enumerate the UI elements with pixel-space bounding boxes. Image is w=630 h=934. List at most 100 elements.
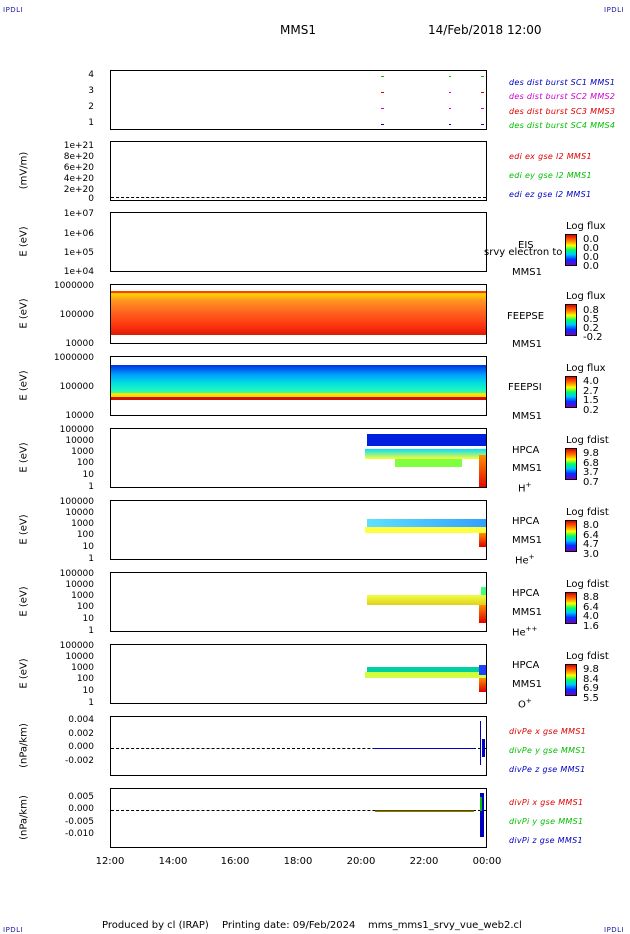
p2-legend-ex: edi ex gse l2 MMS1	[509, 152, 592, 161]
p4-cb-val: 0.2	[583, 323, 599, 334]
p6-species: H+	[518, 481, 532, 495]
p8-cb-title: Log fdist	[566, 579, 609, 590]
p6-sc: MMS1	[512, 463, 542, 474]
p3-cb-val: 0.0	[583, 261, 599, 272]
p3-cb-title: Log flux	[566, 221, 606, 232]
p1-ytick: 3	[88, 86, 94, 96]
p7-ytick: 10	[82, 542, 94, 552]
corner-label-br: IPDLI	[604, 926, 625, 934]
p6-ytick: 1	[88, 482, 94, 492]
p7-cb-val: 8.0	[583, 520, 599, 531]
p7-spectrogram-high	[367, 519, 486, 527]
p10-legend-x: divPe x gse MMS1	[509, 727, 587, 736]
p6-ylabel: E (eV)	[18, 442, 30, 473]
footer-printing-date: Printing date: 09/Feb/2024	[222, 920, 356, 931]
p10-legend-y: divPe y gse MMS1	[509, 746, 587, 755]
p9-spectrogram-core	[365, 672, 486, 678]
p9-cb-val: 5.5	[583, 693, 599, 704]
panel-hpca-he	[110, 500, 487, 560]
p11-ytick: -0.005	[64, 817, 94, 827]
p7-inst: HPCA	[512, 516, 540, 527]
p9-sc: MMS1	[512, 679, 542, 690]
p9-species: O+	[518, 697, 532, 711]
p9-ytick: 10	[82, 686, 94, 696]
p3-inst: EIS	[518, 240, 534, 251]
p5-cb-title: Log flux	[566, 363, 606, 374]
p2-ytick: 8e+20	[63, 152, 94, 162]
panel-eis	[110, 212, 487, 272]
p5-sc: MMS1	[512, 411, 542, 422]
panel-divpi	[110, 788, 487, 848]
p10-zero-line	[111, 748, 486, 749]
p5-cb-val: 2.7	[583, 386, 599, 397]
p3-ytick: 1e+04	[63, 267, 94, 277]
p6-colorbar	[565, 448, 577, 480]
p9-ytick: 100000	[59, 641, 94, 651]
p6-ytick: 10	[82, 470, 94, 480]
p9-ytick: 100	[76, 674, 94, 684]
p6-cb-val: 0.7	[583, 477, 599, 488]
p10-ytick: 0.002	[68, 729, 94, 739]
p5-colorbar	[565, 376, 577, 408]
p3-cb-val: 0.0	[583, 252, 599, 263]
p4-ytick: 10000	[65, 339, 94, 349]
p11-legend-y: divPi y gse MMS1	[509, 817, 584, 826]
p5-inst: FEEPSI	[508, 382, 542, 393]
panel-edi-e	[110, 141, 487, 201]
panel-hpca-o	[110, 644, 487, 704]
p8-ylabel: E (eV)	[18, 586, 30, 617]
p6-ytick: 10000	[65, 436, 94, 446]
p10-ytick: -0.002	[64, 756, 94, 766]
p6-spectrogram-high	[367, 434, 486, 446]
p6-cb-val: 3.7	[583, 467, 599, 478]
p1-ytick: 1	[88, 118, 94, 128]
p5-spectrogram	[111, 365, 486, 393]
p4-cb-val: 0.5	[583, 314, 599, 325]
p6-inst: HPCA	[512, 445, 540, 456]
p9-cb-title: Log fdist	[566, 651, 609, 662]
p7-ytick: 100000	[59, 497, 94, 507]
corner-label-bl: IPDLI	[3, 926, 24, 934]
p1-legend-sc1: des dist burst SC1 MMS1	[509, 78, 616, 87]
p7-ytick: 1	[88, 554, 94, 564]
p8-ytick: 10	[82, 614, 94, 624]
p4-cb-title: Log flux	[566, 291, 606, 302]
x-tick: 22:00	[409, 856, 439, 867]
p11-zero-line	[111, 810, 486, 811]
p6-ytick: 1000	[71, 447, 94, 457]
p7-ylabel: E (eV)	[18, 514, 30, 545]
panel-hpca-he2	[110, 572, 487, 632]
footer-filename: mms_mms1_srvy_vue_web2.cl	[368, 920, 522, 931]
p4-colorbar	[565, 304, 577, 336]
p10-legend-z: divPe z gse MMS1	[509, 765, 586, 774]
panel-feepsi	[110, 356, 487, 416]
p7-species: He+	[515, 553, 535, 567]
header-datetime: 14/Feb/2018 12:00	[428, 23, 542, 37]
corner-label-tr: IPDLI	[604, 6, 625, 14]
p9-spectrogram-high	[367, 667, 486, 672]
p6-ytick: 100000	[59, 425, 94, 435]
p8-ytick: 100	[76, 602, 94, 612]
p4-ylabel: E (eV)	[18, 298, 30, 329]
p3-cb-val: 0.0	[583, 243, 599, 254]
p3-colorbar	[565, 234, 577, 266]
panel-hpca-h	[110, 428, 487, 488]
p10-ytick: 0.004	[68, 715, 94, 725]
p3-ytick: 1e+05	[63, 248, 94, 258]
x-tick: 18:00	[283, 856, 313, 867]
p3-ytick: 1e+07	[63, 209, 94, 219]
p11-ylabel: (nPa/km)	[18, 795, 30, 840]
p4-ytick: 100000	[59, 310, 94, 320]
p6-spectrogram-core	[365, 449, 486, 459]
p6-cb-val: 6.8	[583, 458, 599, 469]
p9-ytick: 1000	[71, 663, 94, 673]
panel-divpe	[110, 716, 487, 776]
p11-legend-z: divPi z gse MMS1	[509, 836, 583, 845]
p5-ylabel: E (eV)	[18, 370, 30, 401]
p5-ytick: 10000	[65, 411, 94, 421]
p5-cb-val: 4.0	[583, 376, 599, 387]
p8-ytick: 1000	[71, 591, 94, 601]
p8-ytick: 10000	[65, 580, 94, 590]
p7-sc: MMS1	[512, 535, 542, 546]
p6-ytick: 100	[76, 458, 94, 468]
